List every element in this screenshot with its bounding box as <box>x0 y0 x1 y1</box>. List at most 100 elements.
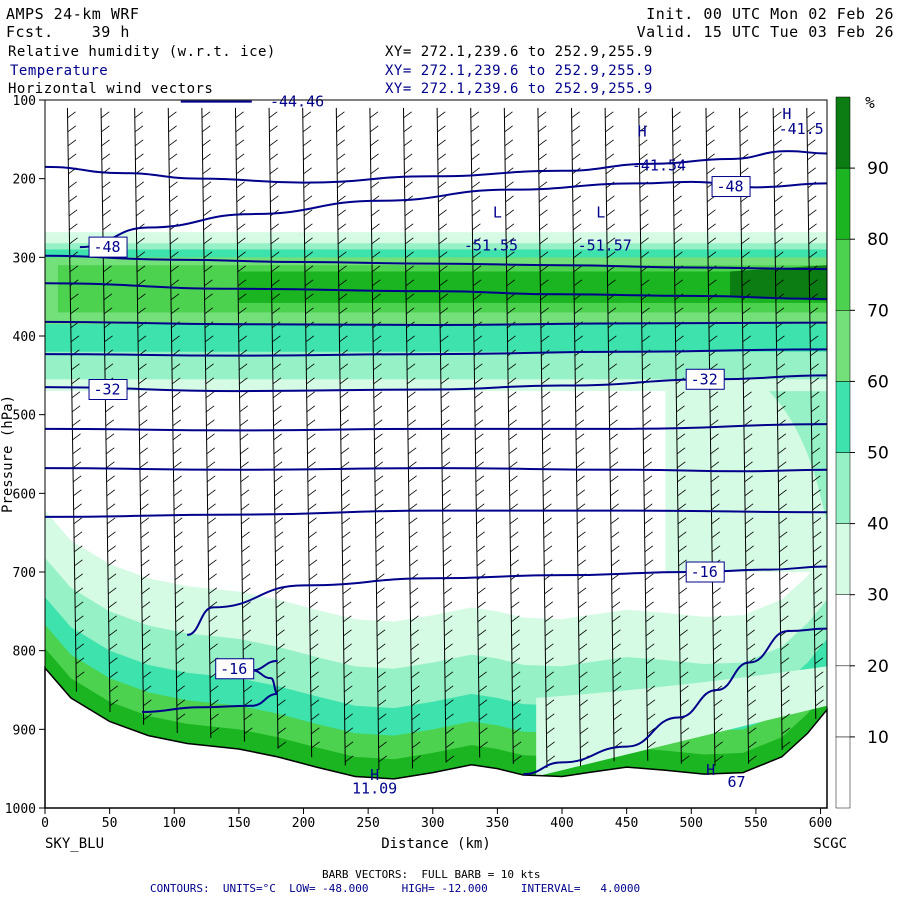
barb-flag <box>73 489 82 497</box>
barb-flag <box>277 727 287 735</box>
barb-flag <box>108 643 118 651</box>
barb-flag <box>577 545 586 553</box>
barb-flag <box>310 671 319 679</box>
barb-flag <box>344 699 353 707</box>
barb-flag <box>611 559 620 567</box>
x-tick-label: 150 <box>227 816 250 831</box>
barb-flag <box>645 629 655 637</box>
barb-flag <box>813 559 822 567</box>
barb-flag <box>70 307 79 315</box>
barb-flag <box>210 713 219 721</box>
barb-flag <box>810 391 820 399</box>
barb-flag <box>108 615 117 623</box>
barb-flag <box>172 391 181 399</box>
barb-flag <box>209 685 219 693</box>
barb-flag <box>680 699 689 707</box>
barb-flag <box>512 685 521 693</box>
barb-flag <box>776 363 786 371</box>
barb-flag <box>539 209 548 217</box>
barb-flag <box>307 433 316 441</box>
barb-flag <box>608 335 617 343</box>
barb-flag <box>203 223 212 231</box>
barb-flag <box>613 699 622 707</box>
barb-flag <box>235 111 244 119</box>
barb-flag <box>274 531 284 539</box>
barb-flag <box>713 643 722 651</box>
barb-flag <box>410 601 419 609</box>
barb-flag <box>471 181 481 189</box>
barb-flag <box>173 475 182 483</box>
barb-flag <box>137 335 147 343</box>
barb-flag <box>75 671 85 679</box>
barb-staff <box>705 107 716 766</box>
barb-flag <box>74 573 83 581</box>
barb-flag <box>373 419 383 427</box>
barb-staff <box>739 107 750 764</box>
barb-flag <box>238 363 248 371</box>
barb-flag <box>745 587 755 595</box>
barb-flag <box>672 153 682 161</box>
barb-flag <box>541 363 550 371</box>
barb-flag <box>510 545 519 553</box>
barb-flag <box>377 699 387 707</box>
barb-flag <box>470 111 480 119</box>
temperature-contours <box>44 100 828 776</box>
barb-staff <box>66 107 77 692</box>
colorbar-tick-label: 60 <box>867 372 889 392</box>
barb-flag <box>640 251 650 259</box>
barb-flag <box>141 573 150 581</box>
barb-flag <box>473 307 482 315</box>
barb-flag <box>409 545 418 553</box>
barb-flag <box>742 363 752 371</box>
barb-flag <box>102 223 112 231</box>
barb-flag <box>438 237 448 245</box>
barb-flag <box>505 209 515 217</box>
barb-flag <box>308 503 317 511</box>
colorbar-tick-label: 30 <box>867 586 889 606</box>
barb-flag <box>815 699 824 707</box>
barb-flag <box>273 461 283 469</box>
barb-flag <box>714 713 723 721</box>
barb-flag <box>508 419 517 427</box>
hl-marker: H <box>706 761 715 779</box>
barb-flag <box>176 713 186 721</box>
barb-flag <box>608 363 617 371</box>
barb-flag <box>811 461 821 469</box>
barb-flag <box>174 545 183 553</box>
field-wind-label: Horizontal wind vectors <box>8 81 214 97</box>
barb-flag <box>579 727 589 735</box>
x-left-end-label: SKY_BLU <box>45 836 104 852</box>
barb-flag <box>707 251 717 259</box>
y-tick-label: 200 <box>13 173 36 188</box>
barb-flag <box>437 111 446 119</box>
barb-flag <box>442 475 451 483</box>
barb-flag <box>540 279 549 287</box>
barb-flag <box>173 489 183 497</box>
barb-flag <box>336 167 346 175</box>
barb-flag <box>342 559 351 567</box>
barb-flag <box>68 181 77 189</box>
barb-flag <box>344 727 354 735</box>
barb-flag <box>375 517 384 525</box>
y-tick-label: 100 <box>13 94 36 109</box>
barb-flag <box>104 363 114 371</box>
barb-flag <box>472 265 482 273</box>
barb-flag <box>308 573 318 581</box>
barb-flag <box>236 167 245 175</box>
barb-flag <box>303 209 313 217</box>
barb-flag <box>773 111 782 119</box>
barb-flag <box>508 405 517 413</box>
barb-flag <box>578 643 588 651</box>
barb-flag <box>744 489 754 497</box>
barb-flag <box>337 209 347 217</box>
barb-flag <box>711 545 721 553</box>
barb-flag <box>645 643 655 651</box>
barb-flag <box>505 195 514 203</box>
barb-flag <box>437 153 447 161</box>
barb-flag <box>609 433 618 441</box>
barb-flag <box>612 657 622 665</box>
barb-column <box>167 107 186 734</box>
colorbar-segment <box>835 310 851 382</box>
barb-flag <box>740 167 749 175</box>
barb-flag <box>808 209 817 217</box>
